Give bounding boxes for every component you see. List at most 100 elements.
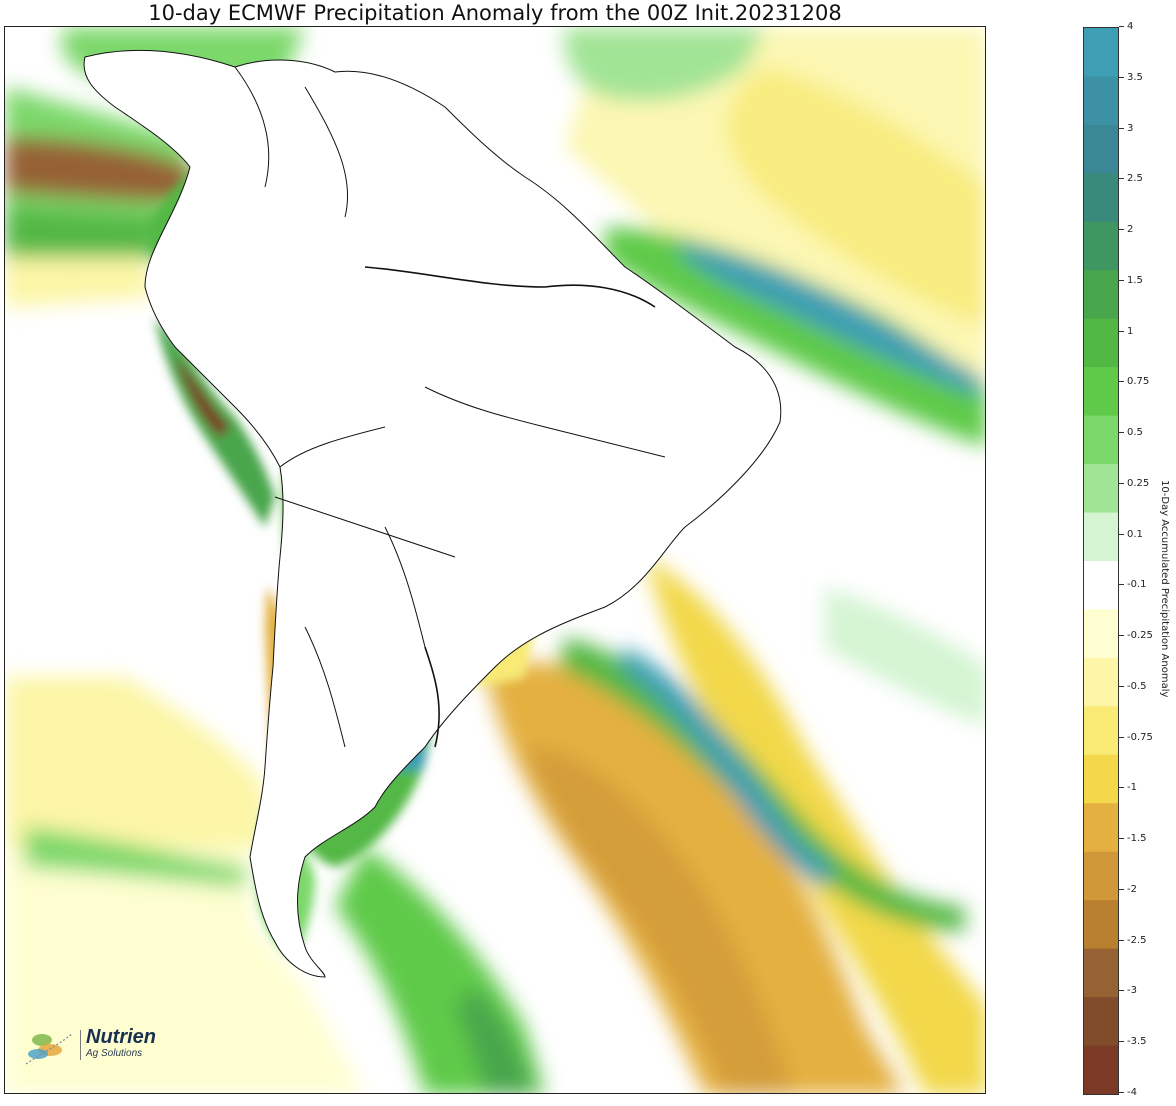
colorbar-tick-label: 0.25 (1127, 477, 1150, 489)
colorbar-swatch (1084, 415, 1118, 465)
colorbar-swatch (1084, 124, 1118, 174)
colorbar-tick-mark (1119, 76, 1124, 78)
colorbar-tick-label: 4 (1127, 21, 1134, 32)
colorbar-swatch (1084, 270, 1118, 320)
colorbar-swatch (1084, 318, 1118, 368)
colorbar-tick-mark (1119, 229, 1124, 231)
colorbar-swatch (1084, 512, 1118, 562)
colorbar-swatch (1084, 803, 1118, 853)
colorbar-tick-label: -2.5 (1127, 934, 1147, 946)
colorbar-tick-label: 2 (1127, 224, 1134, 236)
colorbar-tick: 0.5 (1119, 426, 1159, 440)
colorbar-tick-label: 1 (1127, 325, 1134, 337)
colorbar-ticks: 4 3.5 3 2.5 2 1.5 1 0.75 0.5 0.25 0.1 -0.1 -0.25 -0.5… (1119, 21, 1159, 1098)
colorbar-tick-mark (1119, 127, 1124, 129)
colorbar-swatch (1084, 28, 1118, 78)
colorbar-tick-mark (1119, 838, 1124, 840)
colorbar-tick: -1.5 (1119, 832, 1159, 846)
colorbar-tick: -3.5 (1119, 1035, 1159, 1049)
colorbar-tick-mark (1119, 635, 1124, 637)
colorbar-tick-label: -0.5 (1127, 680, 1147, 692)
coastline-and-borders (83, 49, 782, 978)
colorbar-tick-label: -1.5 (1127, 833, 1147, 845)
colorbar-swatch (1084, 1045, 1118, 1094)
colorbar-tick: 4 (1119, 20, 1159, 34)
colorbar-tick: 0.1 (1119, 528, 1159, 542)
colorbar-tick-label: -3.5 (1127, 1036, 1147, 1048)
colorbar-tick: -3 (1119, 984, 1159, 998)
colorbar-tick: 0.75 (1119, 375, 1159, 389)
colorbar-tick-label: 0.75 (1127, 376, 1150, 388)
colorbar-tick: 2 (1119, 223, 1159, 237)
colorbar-tick-mark (1119, 482, 1124, 484)
logo-name: Nutrien (86, 1026, 156, 1048)
colorbar-tick-label: -0.1 (1127, 579, 1147, 591)
colorbar-label-text: 10-Day Accumulated Precipitation Anomaly (1159, 480, 1170, 698)
colorbar-swatch (1084, 367, 1118, 417)
colorbar-tick-mark (1119, 330, 1124, 332)
colorbar-tick: 3 (1119, 122, 1159, 136)
precipitation-anomaly-map (4, 26, 986, 1094)
colorbar-tick-mark (1119, 178, 1124, 180)
colorbar-tick: 1.5 (1119, 274, 1159, 288)
colorbar-tick: -0.25 (1119, 629, 1159, 643)
colorbar-tick-mark (1119, 990, 1124, 992)
colorbar (1083, 27, 1119, 1095)
colorbar-label: 10-Day Accumulated Precipitation Anomaly (1159, 480, 1173, 697)
colorbar-swatch (1084, 900, 1118, 950)
nutrien-logo: Nutrien Ag Solutions (20, 1024, 180, 1070)
colorbar-swatch (1084, 561, 1118, 611)
colorbar-tick-label: -1 (1127, 782, 1137, 794)
colorbar-swatch (1084, 609, 1118, 659)
colorbar-tick: -0.1 (1119, 578, 1159, 592)
colorbar-tick: 3.5 (1119, 71, 1159, 85)
logo-divider (80, 1030, 81, 1060)
colorbar-tick-label: 3.5 (1127, 71, 1143, 83)
colorbar-tick: -0.75 (1119, 731, 1159, 745)
colorbar-tick-label: -2 (1127, 883, 1137, 895)
colorbar-swatch (1084, 173, 1118, 223)
colorbar-tick-mark (1119, 736, 1124, 738)
colorbar-tick: 0.25 (1119, 477, 1159, 491)
colorbar-tick-label: -0.75 (1127, 731, 1153, 743)
colorbar-tick-label: -3 (1127, 985, 1137, 997)
colorbar-tick: -4 (1119, 1086, 1159, 1100)
colorbar-swatch (1084, 851, 1118, 901)
chart-title: 10-day ECMWF Precipitation Anomaly from … (148, 1, 842, 25)
nutrien-leaf-icon (25, 1033, 73, 1065)
colorbar-tick-mark (1119, 888, 1124, 890)
colorbar-swatch (1084, 221, 1118, 271)
colorbar-tick: -2 (1119, 883, 1159, 897)
colorbar-tick-label: 0.5 (1127, 427, 1143, 439)
anomaly-field-ocean (5, 27, 985, 1093)
colorbar-swatch (1084, 76, 1118, 126)
colorbar-tick-mark (1119, 1041, 1124, 1043)
colorbar-swatch (1084, 706, 1118, 756)
colorbar-tick: 2.5 (1119, 172, 1159, 186)
colorbar-tick-mark (1119, 1092, 1124, 1093)
colorbar-tick-label: -4 (1127, 1087, 1137, 1098)
colorbar-tick-mark (1119, 533, 1124, 535)
colorbar-swatch (1084, 754, 1118, 804)
colorbar-tick-mark (1119, 381, 1124, 383)
colorbar-tick-mark (1119, 787, 1124, 789)
colorbar-tick: -2.5 (1119, 934, 1159, 948)
colorbar-tick-mark (1119, 432, 1124, 434)
logo-subtitle: Ag Solutions (86, 1048, 143, 1059)
colorbar-tick-label: 3 (1127, 122, 1134, 134)
colorbar-tick: -1 (1119, 781, 1159, 795)
colorbar-tick: 1 (1119, 325, 1159, 339)
colorbar-tick: -0.5 (1119, 680, 1159, 694)
colorbar-tick-label: -0.25 (1127, 630, 1153, 642)
colorbar-swatch (1084, 464, 1118, 514)
colorbar-tick-mark (1119, 939, 1124, 941)
colorbar-tick-mark (1119, 584, 1124, 586)
colorbar-tick-mark (1119, 279, 1124, 281)
colorbar-swatch (1084, 997, 1118, 1047)
colorbar-swatch (1084, 948, 1118, 998)
colorbar-tick-label: 2.5 (1127, 173, 1143, 185)
colorbar-tick-mark (1119, 685, 1124, 687)
colorbar-tick-label: 1.5 (1127, 274, 1143, 286)
colorbar-tick-mark (1119, 26, 1124, 27)
colorbar-swatch (1084, 657, 1118, 707)
